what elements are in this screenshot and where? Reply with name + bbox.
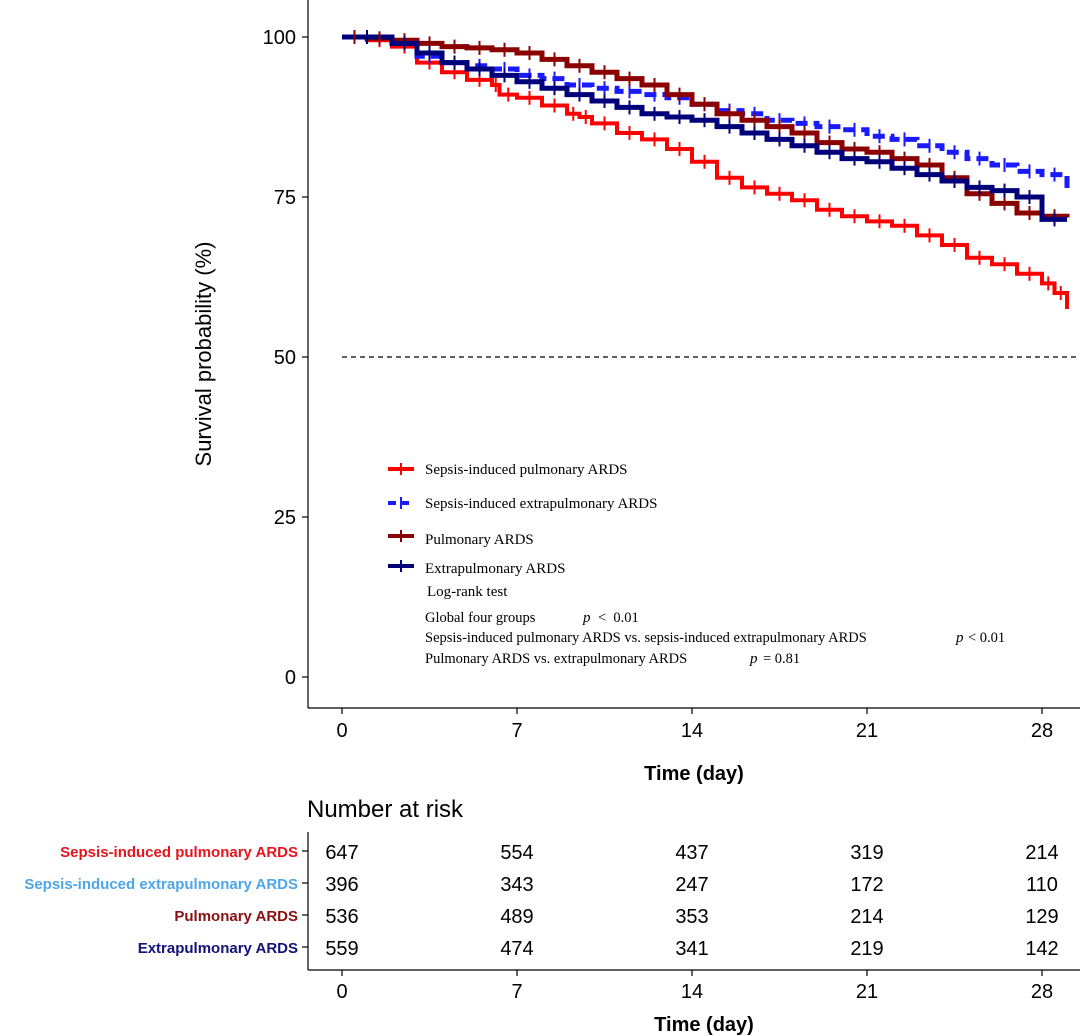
legend: Sepsis-induced pulmonary ARDS Sepsis-ind… (388, 462, 657, 577)
legend-label-sepsis-extrapulmonary: Sepsis-induced extrapulmonary ARDS (425, 496, 657, 512)
risk-count: 489 (500, 906, 533, 928)
legend-label-sepsis-pulmonary: Sepsis-induced pulmonary ARDS (425, 462, 628, 478)
risk-row-label: Sepsis-induced pulmonary ARDS (60, 844, 298, 861)
y-tick-label: 100 (263, 27, 296, 49)
risk-count: 129 (1025, 906, 1058, 928)
risk-row-label: Sepsis-induced extrapulmonary ARDS (24, 876, 298, 893)
risk-count: 110 (1026, 874, 1058, 896)
risk-count: 214 (1025, 842, 1058, 864)
risk-table-title: Number at risk (307, 796, 464, 823)
y-tick-label: 50 (274, 347, 296, 369)
x-axis-label: Time (day) (644, 763, 744, 785)
risk-count: 343 (500, 874, 533, 896)
risk-table: Number at risk 0 7 14 21 28 Sepsis-induced pu… (24, 796, 1080, 1036)
legend-label-pulmonary: Pulmonary ARDS (425, 532, 534, 548)
y-tick-label: 75 (274, 187, 296, 209)
risk-count: 142 (1025, 938, 1058, 960)
risk-count: 396 (325, 874, 358, 896)
x-tick-label: 0 (336, 720, 347, 742)
risk-x-tick-label: 0 (336, 981, 347, 1003)
risk-count: 353 (675, 906, 708, 928)
risk-count: 247 (675, 874, 708, 896)
y-axis-label: Survival probability (%) (191, 242, 216, 467)
km-curve-3 (342, 34, 1067, 222)
y-tick-label: 0 (285, 667, 296, 689)
log-rank-annotation: Log-rank test Global four groups p < 0.0… (425, 584, 1005, 667)
log-rank-p-value: = 0.81 (763, 651, 800, 667)
risk-count: 437 (675, 842, 708, 864)
log-rank-p-symbol: p (582, 610, 591, 626)
risk-x-tick-label: 28 (1031, 981, 1053, 1003)
risk-x-tick-label: 21 (856, 981, 878, 1003)
log-rank-title: Log-rank test (427, 584, 508, 600)
log-rank-row-label: Pulmonary ARDS vs. extrapulmonary ARDS (425, 651, 687, 667)
log-rank-p-value: < 0.01 (598, 610, 639, 626)
risk-count: 536 (325, 906, 358, 928)
risk-row-label: Extrapulmonary ARDS (138, 940, 298, 957)
x-tick-label: 7 (511, 720, 522, 742)
risk-count: 319 (850, 842, 883, 864)
x-tick-label: 21 (856, 720, 878, 742)
legend-label-extrapulmonary: Extrapulmonary ARDS (425, 561, 565, 577)
km-curve-2 (342, 34, 1070, 219)
x-tick-label: 14 (681, 720, 703, 742)
log-rank-row-label: Global four groups (425, 610, 536, 626)
risk-count: 554 (500, 842, 533, 864)
log-rank-p-symbol: p (955, 630, 964, 646)
risk-count: 219 (850, 938, 883, 960)
log-rank-row-label: Sepsis-induced pulmonary ARDS vs. sepsis… (425, 630, 867, 646)
risk-count: 647 (325, 842, 358, 864)
risk-table-x-label: Time (day) (654, 1014, 754, 1036)
risk-count: 172 (850, 874, 883, 896)
y-tick-label: 25 (274, 507, 296, 529)
km-curve-0 (342, 35, 1069, 309)
risk-x-tick-label: 14 (681, 981, 703, 1003)
x-tick-label: 28 (1031, 720, 1053, 742)
risk-x-tick-label: 7 (511, 981, 522, 1003)
risk-count: 341 (675, 938, 708, 960)
risk-count: 559 (325, 938, 358, 960)
log-rank-p-value: < 0.01 (968, 630, 1005, 646)
risk-count: 474 (500, 938, 533, 960)
risk-row-label: Pulmonary ARDS (174, 908, 298, 925)
risk-count: 214 (850, 906, 883, 928)
log-rank-p-symbol: p (749, 651, 758, 667)
